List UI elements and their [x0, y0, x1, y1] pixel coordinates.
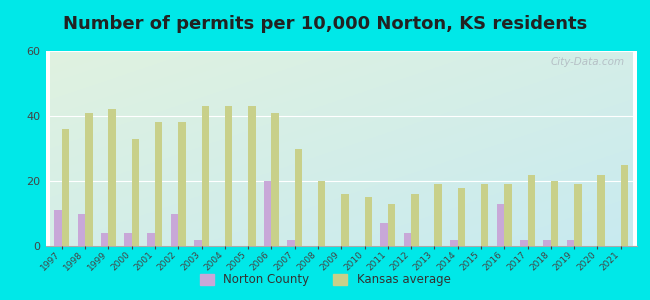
Legend: Norton County, Kansas average: Norton County, Kansas average [195, 269, 455, 291]
Bar [551, 181, 558, 246]
Bar [497, 204, 504, 246]
Bar [101, 233, 109, 246]
Bar [388, 204, 395, 246]
Bar [248, 106, 255, 246]
Bar [132, 139, 139, 246]
Bar [194, 239, 202, 246]
Bar [202, 106, 209, 246]
Bar [543, 239, 551, 246]
Bar [380, 223, 388, 246]
Bar [504, 184, 512, 246]
Bar [77, 214, 85, 246]
Bar [109, 110, 116, 246]
Bar [411, 194, 419, 246]
Bar [597, 175, 605, 246]
Bar [481, 184, 488, 246]
Text: City-Data.com: City-Data.com [551, 57, 625, 67]
Bar [178, 122, 186, 246]
Bar [341, 194, 348, 246]
Bar [62, 129, 70, 246]
Bar [621, 165, 628, 246]
Bar [294, 148, 302, 246]
Bar [124, 233, 132, 246]
Bar [528, 175, 535, 246]
Bar [55, 210, 62, 246]
Bar [318, 181, 326, 246]
Bar [264, 181, 272, 246]
Bar [567, 239, 574, 246]
Bar [520, 239, 528, 246]
Bar [85, 113, 92, 246]
Bar [171, 214, 178, 246]
Bar [287, 239, 294, 246]
Bar [365, 197, 372, 246]
Bar [148, 233, 155, 246]
Bar [225, 106, 232, 246]
Bar [574, 184, 582, 246]
Bar [458, 188, 465, 246]
Bar [450, 239, 458, 246]
Bar [404, 233, 411, 246]
Bar [155, 122, 162, 246]
Text: Number of permits per 10,000 Norton, KS residents: Number of permits per 10,000 Norton, KS … [63, 15, 587, 33]
Bar [434, 184, 442, 246]
Bar [272, 113, 279, 246]
